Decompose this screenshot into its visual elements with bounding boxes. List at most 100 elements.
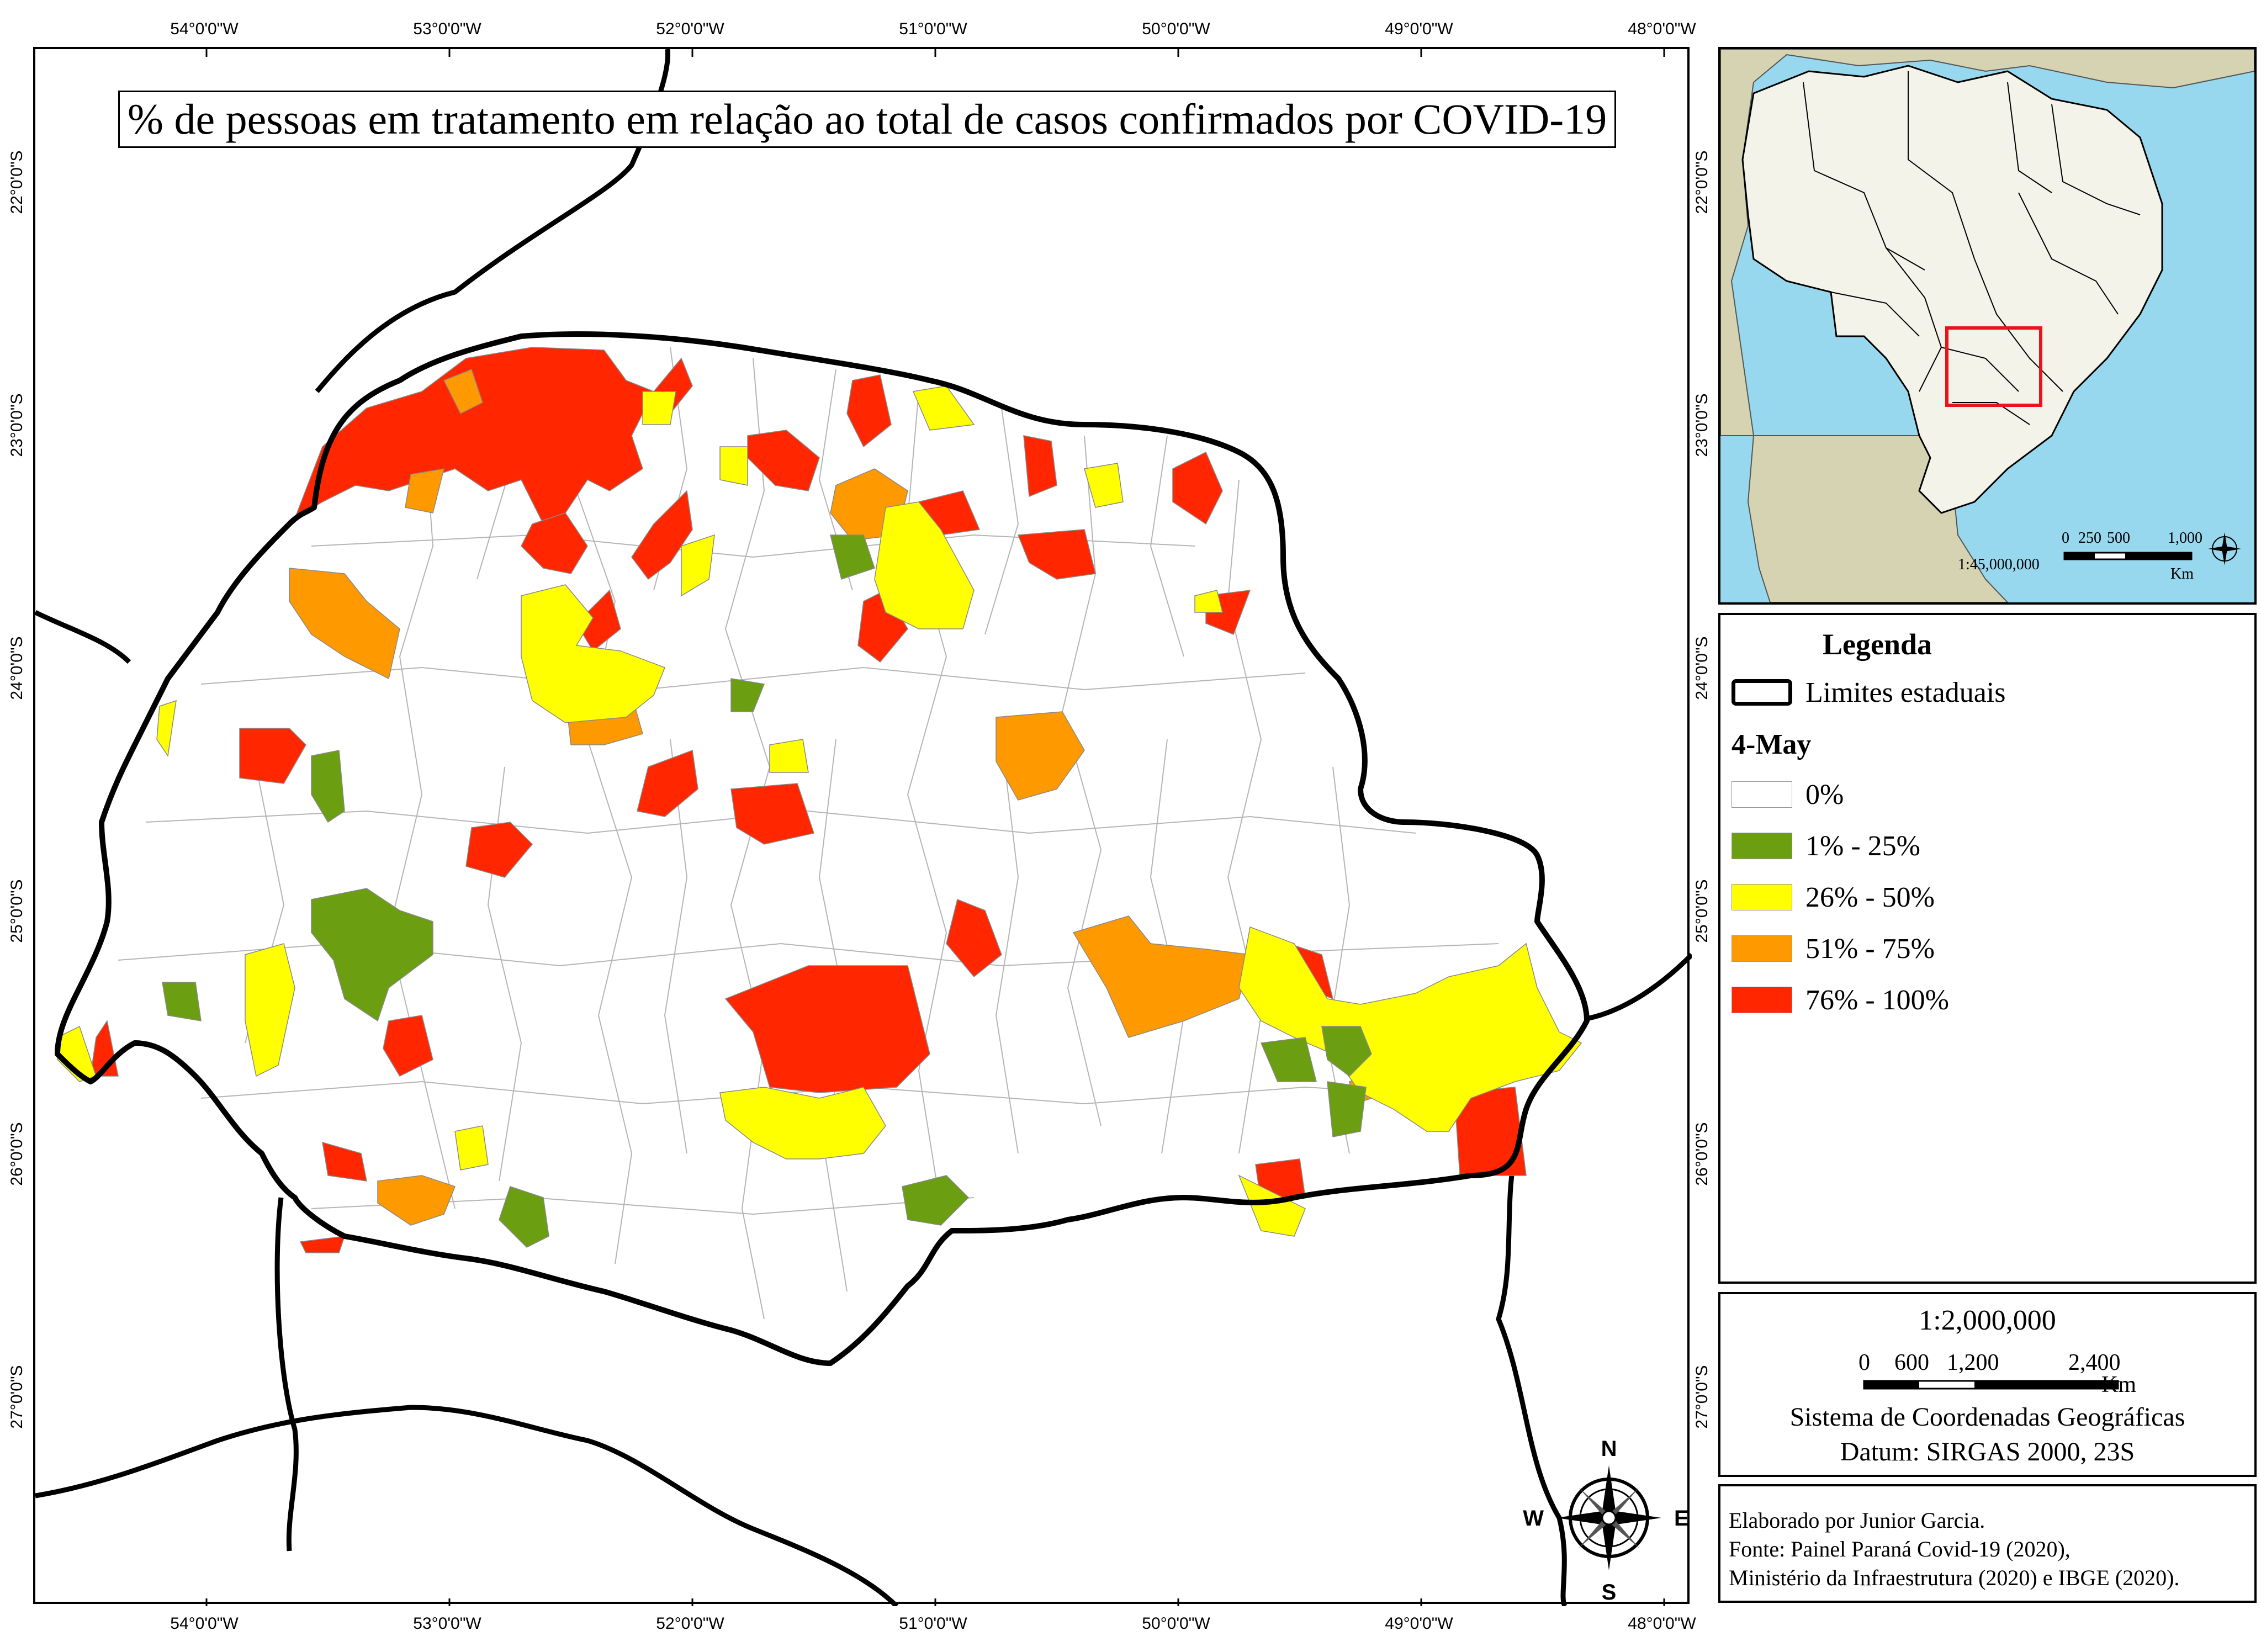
municipality-yellow xyxy=(874,501,975,629)
compass-w: W xyxy=(1523,1506,1544,1531)
compass-n: N xyxy=(1601,1437,1617,1461)
scale-n0: 0 xyxy=(1858,1350,1870,1375)
legend-label: 76% - 100% xyxy=(1805,984,1949,1016)
lon-tick-bottom: 52°0'0"W xyxy=(656,1614,724,1633)
municipality-yellow xyxy=(912,385,975,431)
municipality-yellow xyxy=(1194,590,1223,613)
inset-scale-unit: Km xyxy=(2170,565,2194,583)
municipality-yellow xyxy=(156,700,177,758)
municipality-yellow xyxy=(681,534,715,597)
lat-tick-left: 24°0'0"S xyxy=(8,636,26,700)
lon-tick-top: 48°0'0"W xyxy=(1628,20,1696,38)
lon-tick-top: 52°0'0"W xyxy=(656,20,724,38)
graticule-ticks xyxy=(205,49,1665,1606)
scale-n1: 600 xyxy=(1894,1350,1929,1375)
legend-label: 1% - 25% xyxy=(1805,830,1920,862)
compass-rose: N S E W xyxy=(1523,1437,1688,1605)
municipality-green xyxy=(902,1175,970,1226)
lat-tick-left: 23°0'0"S xyxy=(8,393,26,457)
lon-tick-bottom: 49°0'0"W xyxy=(1385,1614,1453,1633)
municipality-yellow xyxy=(719,446,748,486)
legend-title: Legenda xyxy=(1823,628,1932,661)
lon-tick-top: 53°0'0"W xyxy=(413,20,481,38)
municipality-red xyxy=(846,374,892,448)
lat-tick-right: 27°0'0"S xyxy=(1693,1365,1711,1428)
parana-map: N S E W xyxy=(35,49,1692,1606)
main-map-frame: N S E W % de pessoas em tratamento em re… xyxy=(33,47,1692,1606)
municipality-orange xyxy=(377,1175,456,1226)
municipality-red xyxy=(631,490,693,580)
lon-tick-top: 50°0'0"W xyxy=(1142,20,1210,38)
lat-tick-right: 26°0'0"S xyxy=(1693,1122,1711,1185)
municipality-red xyxy=(724,965,930,1093)
inset-map xyxy=(1720,49,2254,602)
municipality-red xyxy=(730,783,814,845)
swatch-1 xyxy=(1732,833,1792,859)
lon-tick-bottom: 53°0'0"W xyxy=(413,1614,481,1633)
legend-label: 26% - 50% xyxy=(1805,881,1935,913)
municipality-yellow xyxy=(1238,1174,1306,1237)
municipality-yellow xyxy=(245,943,295,1077)
municipality-yellow xyxy=(1084,463,1124,508)
lon-tick-top: 49°0'0"W xyxy=(1385,20,1453,38)
legend-item-class-1: 1% - 25% xyxy=(1732,829,1920,862)
municipality-red xyxy=(383,1015,433,1077)
municipality-red xyxy=(239,728,306,784)
map-title: % de pessoas em tratamento em relação ao… xyxy=(118,91,1617,148)
parana-boundary xyxy=(55,331,1590,1366)
inset-scale-n1: 250 xyxy=(2078,530,2101,547)
swatch-0 xyxy=(1732,781,1792,808)
swatch-3 xyxy=(1732,935,1792,962)
scale-unit: Km xyxy=(2101,1372,2136,1397)
municipality-green xyxy=(1321,1026,1372,1077)
credit-source: Fonte: Painel Paraná Covid-19 (2020), xyxy=(1729,1537,2071,1561)
compass-e: E xyxy=(1674,1506,1689,1531)
municipality-green xyxy=(311,888,433,1022)
inset-scale-n2: 500 xyxy=(2107,530,2130,547)
municipality-green xyxy=(730,678,765,712)
lon-tick-bottom: 51°0'0"W xyxy=(899,1614,967,1633)
municipality-orange xyxy=(289,568,400,680)
lat-tick-left: 22°0'0"S xyxy=(8,150,26,214)
datum-label: Datum: SIRGAS 2000, 23S xyxy=(1840,1437,2135,1466)
scale-panel: 1:2,000,000 0 600 1,200 2,400 Km Sistema… xyxy=(1718,1292,2257,1477)
legend-label: Limites estaduais xyxy=(1805,676,2006,708)
municipality-orange xyxy=(443,369,483,415)
legend-date: 4-May xyxy=(1732,729,1812,760)
lon-tick-bottom: 48°0'0"W xyxy=(1628,1614,1696,1633)
municipality-yellow xyxy=(642,391,676,425)
municipality-yellow xyxy=(521,584,665,723)
inset-scale-bar xyxy=(2063,552,2193,560)
swatch-4 xyxy=(1732,987,1792,1013)
inset-scale-ratio: 1:45,000,000 xyxy=(1958,556,2040,573)
inset-map-frame: 1:45,000,000 0 250 500 1,000 Km xyxy=(1718,47,2257,605)
municipality-green xyxy=(1327,1081,1367,1137)
legend-item-class-2: 26% - 50% xyxy=(1732,881,1935,914)
municipality-yellow xyxy=(769,739,809,773)
municipality-yellow xyxy=(1238,926,1582,1132)
municipality-red xyxy=(322,1141,367,1182)
lat-tick-right: 23°0'0"S xyxy=(1693,393,1711,457)
lat-tick-left: 27°0'0"S xyxy=(8,1365,26,1428)
inset-compass xyxy=(2208,532,2241,565)
legend-item-boundary: Limites estaduais xyxy=(1732,676,2005,709)
municipality-green xyxy=(499,1186,549,1248)
legend-label: 0% xyxy=(1805,779,1844,811)
municipality-green xyxy=(1260,1037,1317,1082)
municipality-classes xyxy=(57,347,1582,1253)
lon-tick-top: 54°0'0"W xyxy=(170,20,239,38)
lon-tick-top: 51°0'0"W xyxy=(899,20,967,38)
municipality-yellow xyxy=(454,1125,489,1171)
scale-ratio: 1:2,000,000 xyxy=(1919,1305,2056,1336)
lon-tick-bottom: 50°0'0"W xyxy=(1142,1614,1210,1633)
municipality-green xyxy=(162,982,202,1021)
municipality-green xyxy=(830,534,875,580)
municipality-red xyxy=(465,822,533,878)
legend-item-class-4: 76% - 100% xyxy=(1732,983,1949,1016)
municipality-red xyxy=(1023,435,1057,497)
inset-scale-n0: 0 xyxy=(2062,530,2069,547)
municipality-red xyxy=(521,512,588,574)
legend-item-class-0: 0% xyxy=(1732,778,1844,811)
municipal-boundaries xyxy=(118,347,1499,1320)
scale-n3: 2,400 xyxy=(2068,1350,2121,1375)
